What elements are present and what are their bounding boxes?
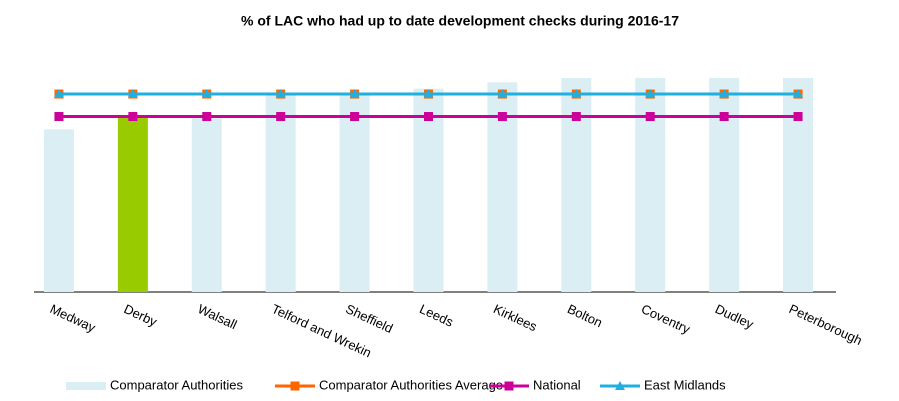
line-marker: [53, 89, 64, 99]
x-tick-label: Peterborough: [787, 301, 865, 348]
line-marker: [275, 89, 286, 99]
x-tick-label: Kirklees: [491, 301, 540, 334]
bar: [561, 78, 592, 292]
line-marker: [645, 89, 656, 99]
line-marker: [793, 89, 804, 99]
line-marker: [719, 112, 729, 122]
legend-label: Comparator Authorities Average: [319, 377, 503, 392]
x-tick-label: Derby: [122, 301, 160, 329]
line-marker: [504, 381, 514, 391]
bar: [709, 78, 740, 292]
line-marker: [497, 89, 508, 99]
line-marker: [350, 112, 360, 122]
x-tick-label: Dudley: [713, 301, 756, 332]
x-tick-label: Sheffield: [343, 301, 395, 336]
line-marker: [54, 112, 64, 122]
line-marker: [793, 112, 803, 122]
line-marker: [645, 112, 655, 122]
legend-label: East Midlands: [644, 377, 726, 392]
line-marker: [719, 89, 730, 99]
line-marker: [571, 112, 581, 122]
line-marker: [349, 89, 360, 99]
line-marker: [128, 112, 138, 122]
bar: [191, 116, 222, 293]
x-tick-label: Coventry: [639, 301, 693, 337]
legend-label: National: [533, 377, 581, 392]
line-marker: [202, 112, 212, 122]
line-marker: [497, 112, 507, 122]
line-marker: [424, 112, 433, 122]
bar: [265, 95, 296, 293]
line-marker: [201, 89, 212, 99]
line-marker: [290, 381, 300, 391]
legend-swatch: [66, 382, 106, 390]
bar: [413, 88, 444, 292]
x-tick-label: Medway: [48, 301, 99, 335]
bar: [43, 129, 74, 292]
bar: [117, 116, 148, 293]
bar: [783, 78, 814, 292]
legend-label: Comparator Authorities: [110, 377, 243, 392]
bar: [635, 78, 666, 292]
bar: [339, 95, 370, 293]
chart-title: % of LAC who had up to date development …: [241, 13, 679, 29]
line-marker: [423, 89, 434, 99]
x-tick-label: Walsall: [196, 301, 240, 332]
line-marker: [127, 89, 138, 99]
x-tick-label: Bolton: [565, 301, 605, 330]
line-marker: [276, 112, 286, 122]
line-marker: [571, 89, 582, 99]
x-tick-label: Leeds: [417, 301, 456, 330]
line-marker: [615, 381, 625, 390]
